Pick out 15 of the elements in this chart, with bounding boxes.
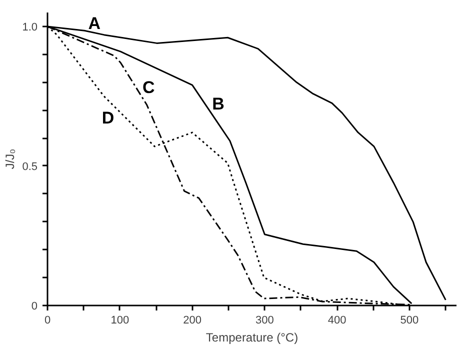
x-tick-label: 400 bbox=[328, 314, 346, 326]
x-tick-label: 100 bbox=[110, 314, 130, 326]
x-tick-label: 200 bbox=[183, 314, 202, 326]
y-tick-label: 0.5 bbox=[22, 160, 38, 173]
series-label: A bbox=[88, 14, 101, 34]
series-label: D bbox=[102, 108, 114, 128]
series-label: C bbox=[142, 78, 155, 98]
series-label: B bbox=[212, 94, 224, 114]
x-tick-label: 500 bbox=[400, 314, 419, 326]
x-tick-label: 300 bbox=[255, 314, 274, 326]
x-tick-label: 0 bbox=[44, 314, 51, 326]
y-axis-title: J/J₀ bbox=[3, 148, 18, 170]
y-tick-label: 0 bbox=[31, 300, 38, 312]
x-axis-title: Temperature (°C) bbox=[206, 330, 298, 344]
y-tick-label: 1.0 bbox=[22, 21, 38, 34]
